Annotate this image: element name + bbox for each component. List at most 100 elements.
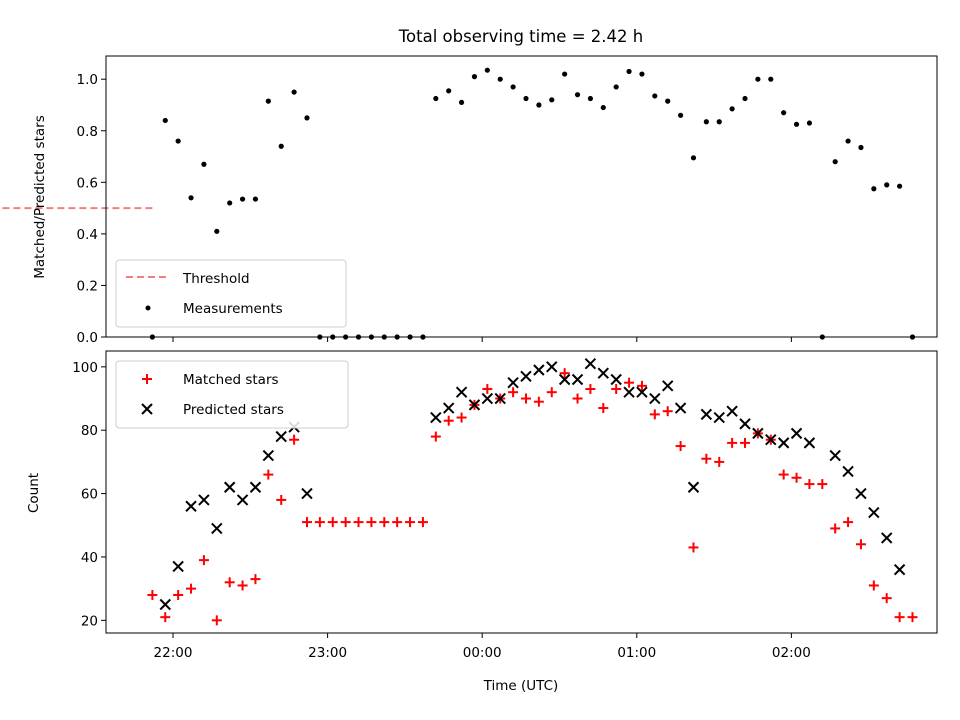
matched-stars-point <box>598 403 609 414</box>
matched-stars-point <box>791 472 802 483</box>
matched-stars-point <box>843 517 854 528</box>
matched-stars-point <box>327 517 338 528</box>
predicted-stars-point <box>739 418 751 430</box>
x-tick-label: 23:00 <box>308 645 347 661</box>
matched-stars-point <box>340 517 351 528</box>
measurements-point <box>884 182 890 188</box>
measurements-point <box>497 76 503 82</box>
matched-stars-point <box>572 393 583 404</box>
predicted-stars-point <box>713 411 725 424</box>
measurements-point <box>755 76 761 82</box>
matched-stars-point <box>585 384 596 395</box>
predicted-stars-point <box>455 386 468 398</box>
measurements-point <box>433 95 439 102</box>
measurements-point <box>175 138 181 144</box>
predicted-stars-point <box>172 560 184 573</box>
measurements-point <box>446 88 452 94</box>
x-tick-label: 01:00 <box>617 645 656 661</box>
measurements-point <box>291 89 297 95</box>
matched-stars-point <box>688 542 699 553</box>
measurements-point <box>523 95 529 102</box>
measurements-point <box>471 74 478 80</box>
matched-stars-point <box>392 517 403 528</box>
predicted-stars-point <box>571 373 584 386</box>
matched-stars-point <box>907 612 918 623</box>
measurements-legend-label: Measurements <box>183 301 283 317</box>
top-y-tick-label: 0.4 <box>77 227 98 243</box>
measurements-point <box>510 84 516 90</box>
top-legend-box <box>115 259 347 328</box>
measurements-point <box>214 228 220 234</box>
bottom-panel: 20 40 60 80 100 22:00 23:00 00:00 01:00 02:00 Co… <box>26 350 938 694</box>
matched-stars-legend-label: Matched stars <box>183 372 279 388</box>
predicted-stars-point <box>649 392 661 405</box>
matched-stars-point <box>559 368 570 379</box>
bottom-y-tick-label: 80 <box>81 423 98 439</box>
matched-stars-point <box>276 494 287 505</box>
x-tick-label: 02:00 <box>772 645 811 661</box>
predicted-stars-point <box>211 522 223 535</box>
measurements-point <box>793 121 800 127</box>
predicted-stars-point <box>803 437 816 449</box>
x-tick-label: 22:00 <box>154 645 193 661</box>
matched-stars-point <box>147 589 158 600</box>
predicted-stars-point <box>636 386 648 398</box>
matched-stars-point <box>894 612 905 623</box>
predicted-stars-legend-swatch <box>141 403 153 415</box>
top-panel: 0.0 0.2 0.4 0.6 0.8 1.0 Matched/Predicted sta… <box>0 55 938 346</box>
measurements-point <box>458 99 465 106</box>
measurements-point <box>742 95 748 102</box>
measurements-point <box>871 186 877 192</box>
matched-stars-point <box>237 580 248 591</box>
predicted-stars-point <box>468 399 481 411</box>
matched-stars-legend-swatch <box>142 374 152 384</box>
predicted-stars-point <box>520 370 532 383</box>
measurements-point <box>716 119 722 125</box>
top-y-tick-label: 0.6 <box>77 175 98 191</box>
matched-stars-point <box>611 384 622 395</box>
measurements-point <box>639 71 645 77</box>
matched-stars-point <box>173 589 184 600</box>
predicted-stars-point <box>430 411 442 424</box>
measurements-point <box>845 138 851 144</box>
bottom-axes-frame <box>105 350 938 634</box>
predicted-stars-point <box>597 367 609 379</box>
predicted-stars-point <box>185 500 197 512</box>
matched-stars-point <box>456 412 467 423</box>
matched-stars-point <box>817 479 828 490</box>
predicted-stars-point <box>868 506 880 519</box>
matched-stars-point <box>624 377 635 388</box>
predicted-stars-point <box>790 427 803 440</box>
matched-stars-point <box>714 456 725 467</box>
matched-stars-point <box>701 453 712 464</box>
bottom-legend: Matched stars Predicted stars <box>115 360 349 429</box>
measurements-point <box>897 183 903 189</box>
matched-stars-point <box>868 580 879 591</box>
matched-stars-point <box>520 393 531 404</box>
predicted-stars-point <box>507 376 519 389</box>
matched-stars-point <box>740 437 751 448</box>
measurements-point <box>188 195 194 201</box>
matched-stars-point <box>662 406 673 417</box>
chart-title: Total observing time = 2.42 h <box>398 27 643 46</box>
matched-stars-point <box>211 615 222 626</box>
predicted-stars-point <box>829 449 841 462</box>
measurements-point <box>768 76 774 82</box>
matched-stars-point <box>804 479 815 490</box>
predicted-stars-point <box>842 465 854 478</box>
measurements-point <box>587 95 594 102</box>
matched-stars-point <box>289 434 300 445</box>
matched-stars-point <box>301 517 312 528</box>
top-y-tick-label: 0.8 <box>77 124 98 140</box>
bottom-y-tick-label: 20 <box>81 613 98 629</box>
matched-stars-point <box>778 469 789 480</box>
predicted-stars-point <box>159 598 171 611</box>
top-y-axis-label: Matched/Predicted stars <box>32 115 48 278</box>
predicted-stars-point <box>533 364 545 376</box>
predicted-stars-point <box>687 481 700 493</box>
bottom-y-tick-label: 60 <box>81 487 98 503</box>
matched-stars-point <box>636 380 647 391</box>
predicted-stars-point <box>481 392 494 405</box>
predicted-stars-point <box>558 373 571 386</box>
